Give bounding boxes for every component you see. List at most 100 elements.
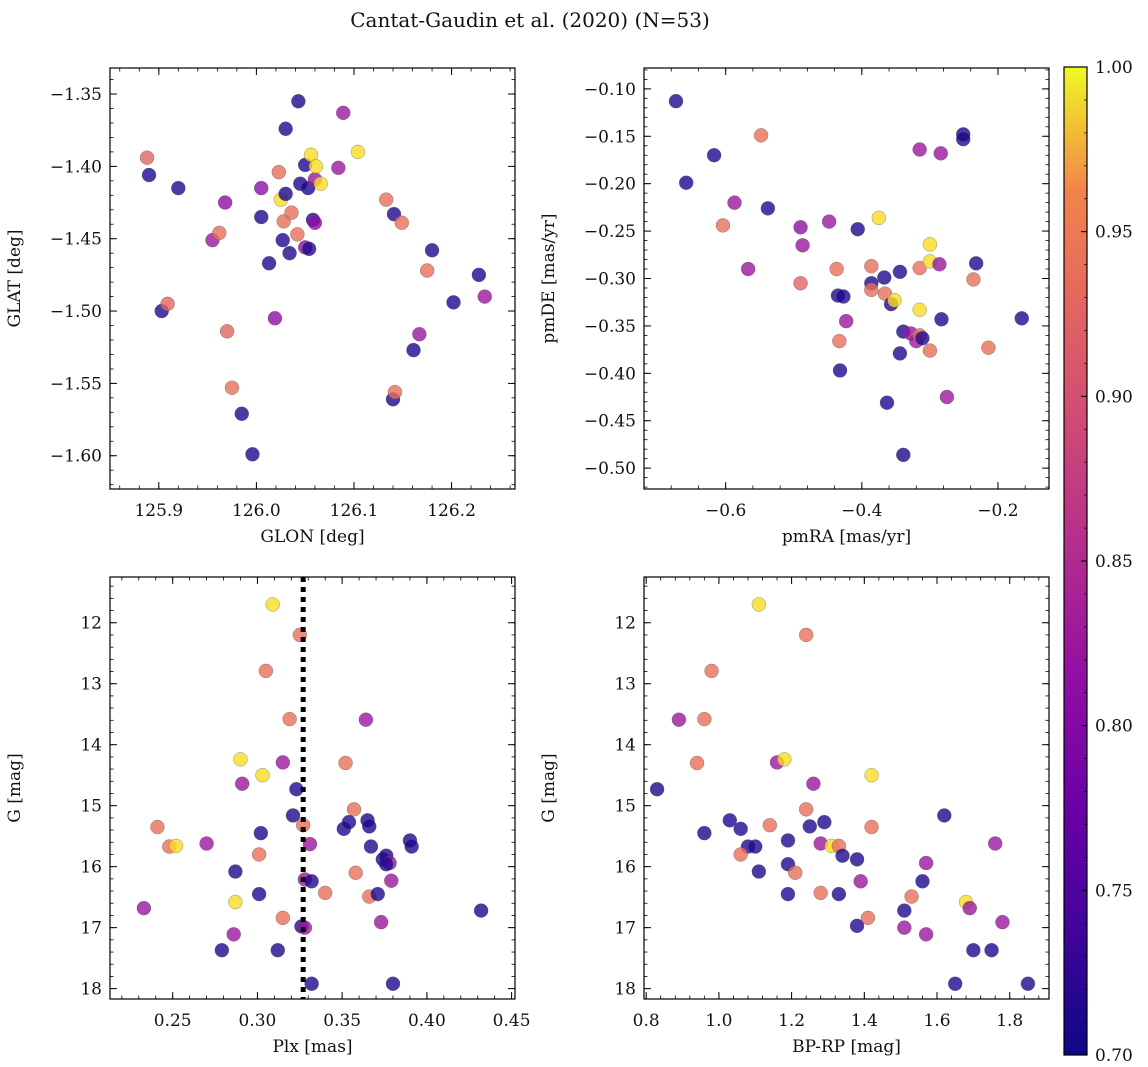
data-point: [733, 821, 748, 837]
data-point: [860, 910, 876, 926]
data-point: [671, 712, 687, 727]
x-tick-label: −0.4: [841, 501, 882, 521]
data-point: [802, 819, 818, 834]
data-point: [348, 865, 363, 881]
data-point: [341, 814, 357, 830]
data-point: [753, 128, 769, 143]
data-point: [832, 333, 847, 349]
y-tick-label: 12: [614, 614, 636, 634]
data-point: [251, 886, 267, 902]
axes-frame: [109, 67, 516, 490]
y-axis-label: G [mag]: [5, 753, 25, 822]
data-point: [477, 289, 492, 304]
data-point: [1020, 976, 1036, 992]
colorbar-tick-label: 1.00: [1095, 58, 1133, 78]
data-point: [275, 755, 291, 770]
data-point: [853, 874, 868, 889]
data-point: [387, 384, 403, 400]
data-point: [966, 942, 981, 958]
data-point: [139, 150, 155, 165]
y-tick-label: −0.40: [584, 364, 636, 384]
scatter-points: [136, 597, 489, 992]
data-point: [879, 395, 895, 410]
y-tick-label: −1.40: [50, 157, 102, 177]
data-point: [217, 195, 233, 210]
y-tick-label: −0.50: [584, 459, 636, 479]
data-point: [915, 874, 930, 889]
colorbar-tick-label: 0.85: [1095, 552, 1133, 572]
data-point: [864, 282, 879, 298]
y-tick-label: 15: [614, 797, 636, 817]
x-tick-label: 1.8: [996, 1011, 1023, 1031]
data-point: [233, 752, 248, 767]
panels: 125.9 126.0 126.1 126.2 −1.35 −1.40 −1.45 −1.50…: [5, 67, 1050, 1057]
colorbar-tick-label: 0.95: [1095, 223, 1133, 243]
data-point: [261, 256, 277, 271]
data-point: [918, 927, 934, 942]
data-point: [317, 885, 333, 901]
data-point: [821, 214, 837, 229]
y-tick-label: 17: [614, 919, 636, 939]
colorbar-tick-label: 0.90: [1095, 387, 1133, 407]
y-tick-label: 13: [80, 675, 102, 695]
data-point: [762, 817, 778, 833]
data-point: [831, 886, 847, 902]
panel-2: −0.6 −0.4 −0.2 −0.10 −0.15 −0.20 −0.25 −0.30 −0.…: [539, 67, 1050, 547]
data-point: [937, 808, 952, 823]
x-tick-label: 126.2: [427, 501, 476, 521]
data-point: [378, 192, 394, 207]
data-point: [335, 105, 351, 121]
data-point: [275, 910, 291, 926]
data-point: [984, 942, 999, 958]
x-axis-label: pmRA [mas/yr]: [782, 527, 911, 547]
scatter-points: [668, 93, 1030, 463]
data-point: [780, 886, 796, 902]
data-point: [331, 160, 346, 176]
data-point: [362, 819, 377, 834]
y-tick-label: −0.30: [584, 270, 636, 290]
data-point: [838, 313, 854, 329]
data-point: [835, 848, 850, 863]
data-point: [160, 296, 175, 312]
y-tick-label: −0.15: [584, 127, 636, 147]
data-point: [668, 93, 684, 109]
data-point: [251, 847, 267, 862]
data-point: [922, 343, 938, 358]
data-point: [962, 900, 977, 916]
data-point: [199, 836, 214, 851]
data-point: [307, 215, 323, 231]
data-point: [798, 627, 814, 643]
data-point: [697, 825, 712, 841]
data-point: [918, 855, 934, 871]
data-point: [258, 663, 274, 679]
data-point: [798, 802, 814, 817]
y-tick-label: 18: [80, 980, 102, 1000]
data-point: [373, 914, 389, 930]
data-point: [892, 346, 908, 361]
panel-1: 125.9 126.0 126.1 126.2 −1.35 −1.40 −1.45 −1.50…: [5, 67, 516, 547]
data-point: [228, 864, 243, 879]
data-point: [406, 342, 421, 358]
data-point: [995, 914, 1010, 930]
axes-frame: [643, 576, 1050, 1000]
data-point: [649, 781, 665, 797]
data-point: [245, 447, 260, 462]
data-point: [338, 755, 353, 771]
x-tick-label: 0.45: [493, 1011, 531, 1031]
data-point: [806, 776, 821, 791]
data-point: [689, 755, 705, 771]
data-point: [265, 597, 280, 612]
data-point: [715, 218, 731, 233]
axes-frame: [109, 576, 516, 1000]
x-tick-label: 1.0: [705, 1011, 732, 1031]
x-axis-label: GLON [deg]: [260, 527, 364, 547]
data-point: [363, 839, 379, 854]
x-axis-label: BP-RP [mag]: [792, 1037, 901, 1057]
y-tick-label: 18: [614, 980, 636, 1000]
x-tick-label: 0.8: [633, 1011, 660, 1031]
data-point: [308, 159, 324, 174]
data-point: [313, 176, 329, 191]
panel-3: 0.25 0.30 0.35 0.40 0.45 12 13 14 15 16 17 18 Plx [m…: [5, 576, 531, 1057]
y-tick-label: −1.50: [50, 302, 102, 322]
data-point: [350, 144, 366, 160]
